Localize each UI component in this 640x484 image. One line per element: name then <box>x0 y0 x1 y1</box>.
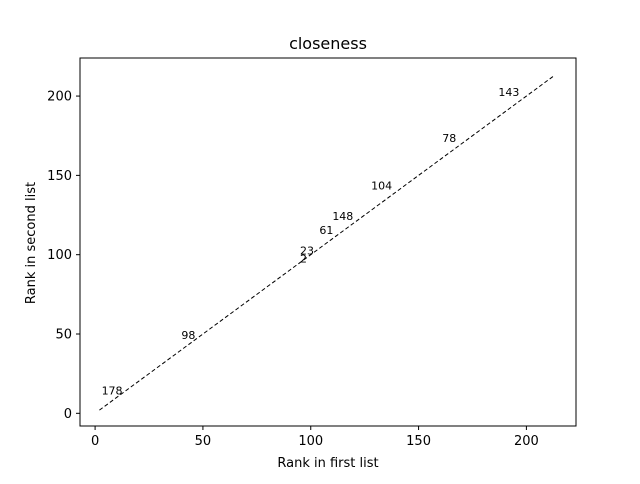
axes-frame <box>79 57 577 427</box>
reference-line <box>99 75 555 411</box>
point-label-2: 2 <box>300 253 307 266</box>
chart-title: closeness <box>289 34 367 53</box>
x-axis-label: Rank in first list <box>277 456 378 471</box>
x-tick-label-150: 150 <box>406 434 431 449</box>
point-label-61: 61 <box>319 224 333 237</box>
point-label-104: 104 <box>371 180 392 193</box>
point-label-148: 148 <box>332 210 353 223</box>
y-axis-label: Rank in second list <box>24 182 39 304</box>
y-tick-label-50: 50 <box>55 328 72 343</box>
point-label-23: 23 <box>300 245 314 258</box>
y-tick-label-100: 100 <box>47 248 72 263</box>
x-tick-label-200: 200 <box>514 434 539 449</box>
point-label-98: 98 <box>181 329 195 342</box>
x-tick-label-0: 0 <box>91 434 99 449</box>
y-tick-label-200: 200 <box>47 90 72 105</box>
point-label-143: 143 <box>498 86 519 99</box>
point-label-78: 78 <box>442 132 456 145</box>
x-tick-label-100: 100 <box>298 434 323 449</box>
point-label-178: 178 <box>102 384 123 397</box>
x-tick-label-50: 50 <box>195 434 212 449</box>
y-tick-label-0: 0 <box>64 407 72 422</box>
y-tick-label-150: 150 <box>47 169 72 184</box>
